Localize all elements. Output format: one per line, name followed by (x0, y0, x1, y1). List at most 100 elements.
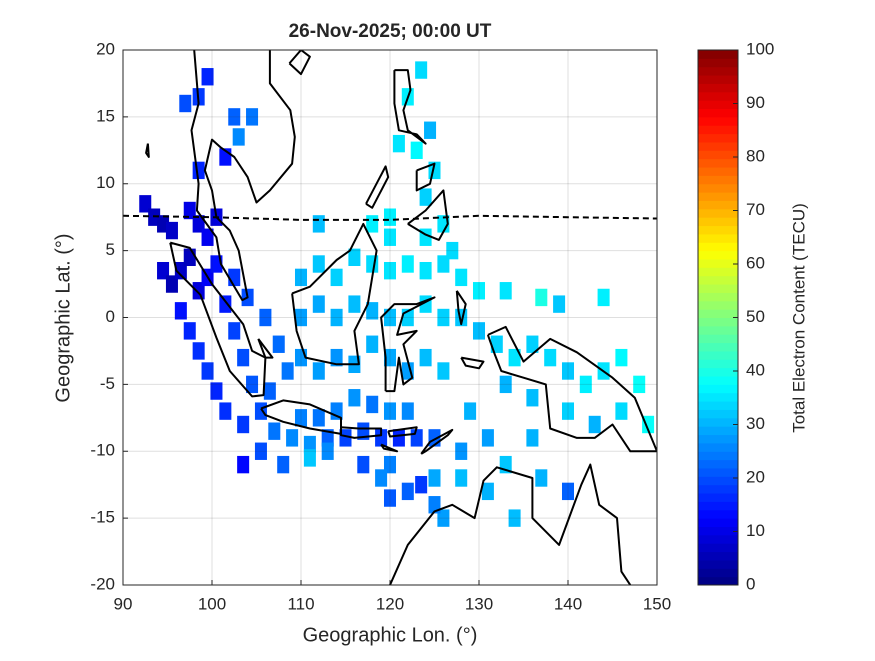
colorbar-swatch (698, 125, 738, 135)
y-tick-label: 20 (96, 39, 115, 58)
colorbar-swatch (698, 459, 738, 469)
tec-cell (339, 429, 352, 447)
colorbar-swatch (698, 409, 738, 419)
colorbar-swatch (698, 192, 738, 201)
tec-cell (330, 268, 343, 287)
colorbar-swatch (698, 534, 738, 544)
x-tick-label: 100 (198, 594, 226, 613)
y-tick-label: 15 (96, 106, 115, 125)
tec-cell (392, 429, 405, 447)
colorbar-swatch (698, 75, 738, 84)
x-axis-label: Geographic Lon. (°) (303, 624, 478, 646)
tec-cell (615, 348, 628, 367)
tec-cell (437, 509, 450, 527)
colorbar-tick-label: 40 (746, 360, 765, 379)
tec-cell (375, 469, 388, 487)
y-axis-label: Geographic Lat. (°) (52, 233, 74, 402)
bangka (257, 338, 274, 359)
tec-cell (472, 322, 486, 340)
colorbar-swatch (698, 258, 738, 268)
tec-cell (312, 362, 325, 380)
tec-cell (561, 402, 575, 420)
colorbar-swatch (698, 233, 738, 243)
x-tick-label: 110 (287, 594, 314, 613)
chart-title: 26-Nov-2025; 00:00 UT (289, 21, 492, 42)
colorbar-swatch (698, 342, 738, 352)
tec-cell (415, 61, 428, 79)
tec-cell (615, 402, 628, 420)
tec-cell (219, 295, 232, 313)
y-tick-label: -15 (90, 508, 115, 527)
tec-cell (321, 429, 334, 447)
tec-cell (183, 248, 196, 267)
tec-cell (192, 342, 205, 360)
tec-cell (286, 429, 299, 447)
mainland (190, 50, 296, 302)
tec-cell (526, 429, 539, 447)
colorbar-swatch (698, 392, 738, 402)
y-tick-label: 5 (106, 240, 115, 259)
y-tick-label: 10 (96, 173, 115, 192)
colorbar-swatch (698, 518, 738, 527)
colorbar-swatch (698, 225, 738, 235)
australia (389, 463, 632, 585)
colorbar-tick-label: 80 (746, 146, 765, 165)
y-tick-label: -20 (90, 574, 115, 593)
tec-cell (165, 275, 178, 293)
x-tick-label: 90 (114, 594, 133, 613)
tec-cell (508, 348, 521, 367)
tec-cell (357, 422, 370, 440)
colorbar-swatch (698, 334, 738, 344)
sumba (380, 443, 399, 453)
colorbar-swatch (698, 350, 738, 360)
tec-cell (410, 429, 423, 447)
tec-cell (294, 308, 308, 327)
tec-cell (481, 429, 494, 447)
tec-cell (294, 409, 308, 427)
colorbar-swatch (698, 133, 738, 143)
tec-cell (383, 402, 397, 420)
tec-cell (499, 375, 512, 394)
colorbar-swatch (698, 426, 738, 436)
tec-cell (157, 261, 170, 280)
new-guinea (486, 325, 657, 453)
tec-cell (481, 482, 494, 501)
tec-cell (472, 282, 486, 300)
tec-cell (312, 255, 325, 273)
tec-cell (455, 442, 468, 460)
colorbar-swatch (698, 100, 738, 110)
colorbar-swatch (698, 141, 738, 151)
tec-cell (330, 308, 343, 327)
colorbar-swatch (698, 267, 738, 277)
tec-cell (201, 362, 214, 380)
colorbar-swatch (698, 417, 738, 427)
tec-cell (312, 215, 325, 233)
coastlines (123, 50, 657, 585)
tec-cell (415, 475, 428, 494)
y-tick-label: -10 (90, 441, 115, 460)
colorbar-swatch (698, 359, 738, 369)
tec-cell (561, 482, 575, 501)
tec-cell (455, 268, 468, 287)
tec-cell (419, 261, 432, 280)
colorbar-tick-label: 90 (746, 93, 765, 112)
tec-cell (246, 108, 259, 126)
tec-cell (179, 94, 192, 113)
luzon (393, 69, 427, 145)
flores (387, 426, 418, 438)
colorbar-swatch (698, 116, 738, 126)
tec-cell (348, 248, 361, 267)
x-tick-label: 120 (376, 594, 404, 613)
lesser-sunda (340, 426, 383, 439)
tec-cell (392, 134, 405, 153)
colorbar-swatch (698, 451, 738, 461)
tec-cell (526, 335, 539, 353)
tec-cell (321, 442, 334, 460)
colorbar-swatch (698, 551, 738, 561)
tec-cell (597, 288, 610, 307)
x-tick-label: 140 (554, 594, 582, 613)
colorbar-swatch (698, 568, 738, 578)
colorbar-swatch (698, 158, 738, 168)
colorbar-tick-label: 70 (746, 200, 765, 219)
axes-frame (122, 49, 658, 586)
